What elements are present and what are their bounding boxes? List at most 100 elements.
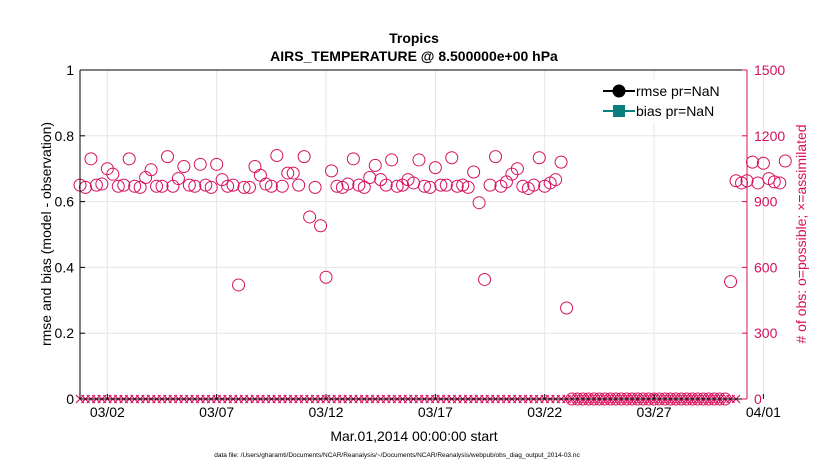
obs-possible-marker — [778, 154, 792, 168]
x-axis-label: Mar.01,2014 00:00:00 start — [330, 428, 497, 444]
obs-possible-marker — [182, 178, 196, 192]
right-tick-label: 0 — [754, 391, 762, 407]
obs-possible-marker — [210, 157, 224, 171]
obs-possible-marker — [423, 180, 437, 194]
obs-possible-marker — [78, 180, 92, 194]
x-tick-label: 03/02 — [90, 404, 125, 420]
obs-possible-marker — [467, 165, 481, 179]
right-tick-label: 900 — [754, 194, 778, 210]
obs-possible-marker — [95, 177, 109, 191]
obs-possible-marker — [160, 150, 174, 164]
obs-possible-marker — [767, 175, 781, 189]
obs-possible-marker — [292, 178, 306, 192]
obs-possible-marker — [352, 178, 366, 192]
obs-possible-marker — [275, 179, 289, 193]
obs-possible-marker — [510, 162, 524, 176]
obs-possible-marker — [450, 179, 464, 193]
obs-possible-marker — [489, 150, 503, 164]
left-tick-label: 0.2 — [55, 325, 75, 341]
obs-possible-marker — [314, 219, 328, 233]
obs-possible-marker — [308, 180, 322, 194]
right-tick-label: 1200 — [754, 128, 785, 144]
obs-possible-marker — [122, 152, 136, 166]
obs-possible-marker — [84, 152, 98, 166]
obs-possible-marker — [560, 301, 574, 315]
left-tick-label: 0.4 — [55, 259, 75, 275]
obs-possible-marker — [549, 173, 563, 187]
obs-possible-marker — [199, 178, 213, 192]
right-tick-label: 300 — [754, 325, 778, 341]
x-tick-label: 03/12 — [309, 404, 344, 420]
x-tick-label: 03/27 — [637, 404, 672, 420]
obs-possible-marker — [232, 278, 246, 292]
obs-possible-marker — [461, 180, 475, 194]
obs-possible-marker — [133, 180, 147, 194]
obs-possible-marker — [259, 177, 273, 191]
obs-possible-marker — [341, 177, 355, 191]
left-tick-label: 0 — [66, 391, 74, 407]
obs-possible-marker — [368, 158, 382, 172]
obs-possible-marker — [417, 179, 431, 193]
x-tick-label: 03/07 — [199, 404, 234, 420]
obs-possible-marker — [330, 179, 344, 193]
legend-bias-label: bias pr=NaN — [636, 103, 714, 119]
obs-possible-marker — [472, 196, 486, 210]
obs-possible-marker — [439, 178, 453, 192]
obs-possible-marker — [773, 176, 787, 190]
obs-possible-marker — [89, 178, 103, 192]
left-ticks: 0 0.2 0.4 0.6 0.8 1 — [55, 62, 85, 407]
obs-possible-marker — [226, 178, 240, 192]
obs-possible-marker — [117, 178, 131, 192]
obs-possible-marker — [177, 160, 191, 174]
obs-possible-marker — [532, 151, 546, 165]
obs-possible-marker — [270, 149, 284, 163]
obs-possible-marker — [144, 163, 158, 177]
obs-possible-marker — [303, 210, 317, 224]
right-tick-label: 600 — [754, 259, 778, 275]
obs-possible-marker — [729, 174, 743, 188]
obs-possible-marker — [456, 178, 470, 192]
obs-possible-marker — [756, 156, 770, 170]
y-axis-label-left: rmse and bias (model - observation) — [38, 122, 54, 346]
obs-possible-marker — [745, 155, 759, 169]
obs-possible-marker — [412, 153, 426, 167]
grid — [80, 70, 764, 399]
obs-possible-marker — [735, 176, 749, 190]
obs-possible-marker — [242, 180, 256, 194]
right-ticks: 0 300 600 900 1200 1500 — [742, 62, 785, 407]
x-tick-label: 03/22 — [527, 404, 562, 420]
legend-bias-marker — [613, 105, 625, 117]
obs-possible-marker — [221, 179, 235, 193]
obs-possible-marker — [155, 179, 169, 193]
y-axis-label-right: # of obs: o=possible; ×=assimilated — [793, 124, 809, 343]
obs-possible-marker — [379, 178, 393, 192]
obs-possible-marker — [363, 170, 377, 184]
obs-possible-marker — [215, 173, 229, 187]
obs-possible-marker — [324, 164, 338, 178]
left-tick-label: 0.8 — [55, 128, 75, 144]
obs-possible-marker — [346, 152, 360, 166]
legend: rmse pr=NaN bias pr=NaN — [595, 79, 743, 123]
data-file-footnote: data file: /Users/gharamti/Documents/NCA… — [214, 452, 580, 459]
obs-possible-marker — [264, 179, 278, 193]
x-ticks: 03/02 03/07 03/12 03/17 03/22 03/27 04/01 — [90, 394, 781, 420]
obs-possible-marker — [516, 179, 530, 193]
obs-possible-marker — [385, 153, 399, 167]
chart-title: Tropics — [389, 30, 439, 46]
obs-possible-marker — [111, 179, 125, 193]
obs-possible-marker — [357, 180, 371, 194]
plot-area — [80, 70, 747, 399]
obs-possible-marker — [297, 150, 311, 164]
x-tick-label: 04/01 — [746, 404, 781, 420]
obs-possible-marker — [751, 176, 765, 190]
obs-possible-marker — [150, 179, 164, 193]
left-tick-label: 0.6 — [55, 194, 75, 210]
obs-possible-marker — [554, 155, 568, 169]
obs-possible-marker — [434, 178, 448, 192]
obs-possible-marker — [171, 172, 185, 186]
obs-possible-marker — [483, 178, 497, 192]
obs-possible-marker — [527, 178, 541, 192]
obs-possible-marker — [428, 161, 442, 175]
obs-possible-marker — [724, 275, 738, 289]
